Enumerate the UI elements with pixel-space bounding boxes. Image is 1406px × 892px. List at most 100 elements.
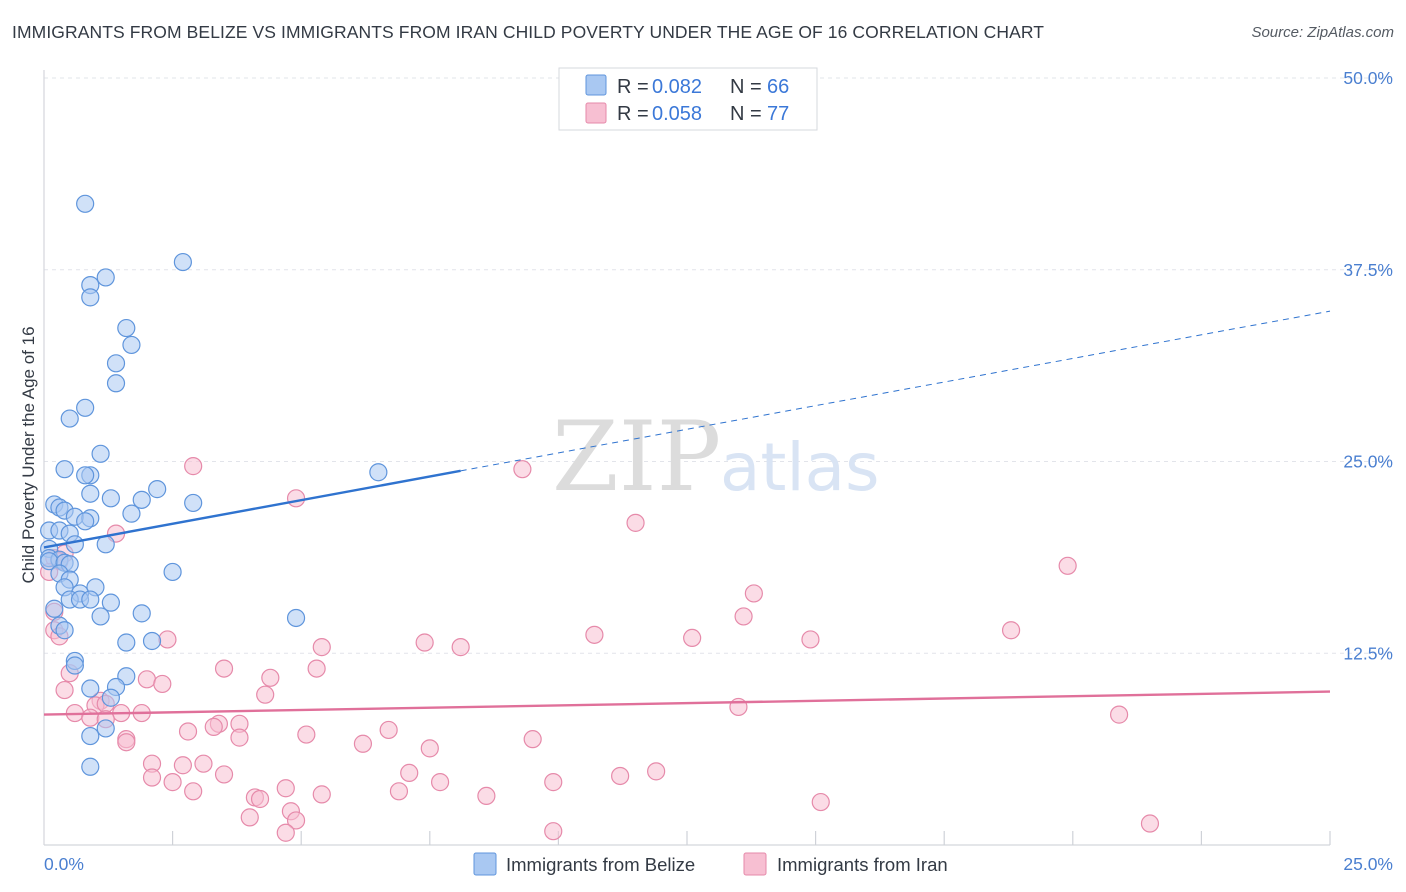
iran-point-47 (230, 728, 249, 747)
belize-point-24 (122, 504, 141, 523)
belize-point-27 (76, 512, 95, 531)
iran-point-44 (178, 722, 198, 741)
x-tick-label-1: 25.0% (1343, 854, 1393, 874)
iran-point-62 (430, 773, 450, 792)
bottom-legend-label-belize: Immigrants from Belize (506, 854, 695, 875)
belize-point-1 (173, 252, 192, 272)
belize-point-40 (163, 562, 182, 582)
chart-source: Source: ZipAtlas.com (1251, 24, 1394, 41)
belize-point-54 (55, 621, 74, 640)
iran-point-1 (513, 460, 532, 479)
iran-point-17 (683, 628, 702, 648)
belize-point-7 (106, 354, 126, 373)
belize-point-51 (91, 607, 110, 626)
x-axis-ticks (172, 831, 1331, 845)
iran-point-67 (312, 785, 331, 804)
belize-point-16 (148, 480, 167, 499)
iran-point-26 (261, 668, 280, 687)
y-axis-tick-labels: 12.5% 25.0% 37.5% 50.0% (1343, 68, 1393, 663)
belize-point-63 (96, 719, 115, 738)
x-tick-label-0: 0.0% (44, 854, 84, 874)
iran-point-0 (184, 457, 203, 476)
iran-point-68 (477, 786, 496, 806)
iran-point-63 (544, 773, 563, 792)
belize-point-55 (117, 633, 136, 652)
iran-point-21 (451, 638, 470, 657)
belize-point-6 (122, 335, 141, 355)
belize-point-14 (76, 466, 95, 485)
belize-point-11 (91, 444, 110, 463)
y-tick-label-1: 25.0% (1343, 452, 1393, 472)
legend-swatch-iran (585, 102, 607, 124)
iran-point-16 (585, 625, 604, 644)
iran-point-56 (142, 768, 162, 787)
belize-point-8 (106, 374, 126, 393)
legend-stats: R = 0.082 N = 66 R = 0.058 N = 77 (558, 67, 818, 131)
iran-point-30 (256, 685, 275, 704)
iran-point-51 (353, 734, 373, 753)
iran-point-48 (523, 730, 542, 749)
belize-point-0 (76, 194, 95, 213)
bottom-legend-swatch-belize (473, 852, 497, 876)
iran-point-74 (286, 811, 306, 830)
belize-point-18 (101, 489, 120, 508)
iran-point-3 (626, 513, 645, 532)
iran-point-28 (153, 674, 172, 694)
legend-belize-n-label: N = (730, 76, 762, 98)
y-tick-label-0: 12.5% (1343, 643, 1393, 663)
iran-point-73 (240, 808, 259, 827)
iran-point-64 (276, 779, 295, 798)
belize-point-47 (81, 590, 100, 609)
iran-point-65 (184, 782, 203, 801)
iran-point-52 (420, 739, 439, 758)
iran-point-43 (204, 717, 223, 736)
iran-point-24 (214, 659, 234, 678)
legend-belize-r-value: 0.082 (652, 76, 702, 98)
trend-lines (43, 310, 1331, 716)
belize-point-19 (132, 490, 151, 509)
belize-point-50 (132, 604, 151, 623)
iran-point-70 (250, 789, 270, 809)
iran-point-29 (55, 680, 74, 700)
iran-point-10 (744, 584, 763, 603)
iran-point-27 (137, 670, 156, 689)
iran-point-50 (117, 733, 136, 752)
belize-point-15 (369, 463, 388, 482)
x-axis-tick-labels: 0.0% 25.0% (44, 854, 1393, 874)
bottom-legend-label-iran: Immigrants from Iran (777, 854, 948, 875)
iran-point-2 (286, 489, 306, 508)
belize-point-56 (142, 631, 162, 651)
belize-point-2 (96, 268, 115, 287)
belize-point-9 (76, 398, 95, 417)
iran-point-20 (415, 633, 434, 652)
iran-point-55 (194, 754, 213, 773)
belize-trend-extension (460, 310, 1331, 472)
series-iran-points (40, 457, 1160, 842)
belize-point-52 (286, 608, 306, 628)
iran-point-45 (297, 725, 316, 744)
watermark: ZIP atlas (552, 401, 880, 513)
belize-point-12 (55, 460, 74, 479)
iran-point-14 (1001, 621, 1021, 640)
belize-point-58 (65, 656, 84, 675)
iran-point-39 (81, 708, 100, 727)
legend-belize-r-label: R = (617, 76, 649, 98)
watermark-zip: ZIP (552, 401, 721, 513)
chart-title: IMMIGRANTS FROM BELIZE VS IMMIGRANTS FRO… (12, 22, 1045, 42)
iran-point-25 (307, 659, 326, 678)
iran-point-22 (312, 638, 331, 657)
iran-point-8 (1058, 556, 1077, 575)
iran-point-61 (163, 773, 182, 792)
watermark-atlas: atlas (720, 429, 880, 506)
iran-point-58 (400, 763, 419, 783)
legend-iran-r-value: 0.058 (652, 103, 702, 125)
iran-point-75 (1140, 814, 1160, 833)
belize-point-17 (81, 484, 100, 503)
iran-point-38 (1109, 705, 1129, 724)
belize-point-20 (184, 493, 203, 513)
belize-point-31 (65, 535, 84, 554)
iran-point-59 (647, 762, 666, 781)
iran-trend-line (43, 690, 1331, 716)
belize-point-4 (81, 288, 100, 307)
